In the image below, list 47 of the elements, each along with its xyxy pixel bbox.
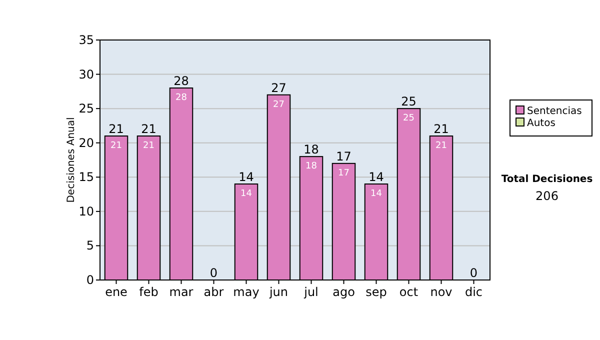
data-label: 18: [306, 162, 318, 172]
total-label: 18: [304, 142, 319, 157]
data-label: 17: [338, 168, 350, 178]
legend-label: Autos: [527, 118, 556, 129]
x-tick-label: abr: [204, 285, 224, 299]
y-tick-label: 30: [78, 67, 94, 82]
x-tick-label: may: [233, 285, 260, 299]
data-label: 21: [436, 141, 447, 151]
y-tick-label: 0: [86, 273, 94, 287]
total-label: 17: [336, 149, 352, 164]
y-tick-label: 20: [78, 136, 94, 150]
total-label: 21: [434, 122, 449, 136]
data-label: 14: [370, 189, 382, 199]
x-tick-label: sep: [366, 285, 387, 299]
x-tick-label: jul: [303, 285, 318, 299]
x-tick-label: dic: [464, 285, 483, 299]
y-tick-label: 35: [78, 33, 94, 47]
total-label: 14: [238, 170, 254, 184]
y-axis-title: Decisiones Anual: [66, 117, 77, 203]
data-label: 25: [403, 114, 414, 124]
text: 206: [536, 189, 558, 203]
y-tick-label: 25: [78, 102, 94, 116]
data-label: 21: [110, 141, 122, 151]
x-tick-label: nov: [430, 285, 452, 299]
y-tick-label: 15: [78, 170, 94, 184]
y-tick-label: 10: [78, 204, 94, 218]
legend-label: Sentencias: [527, 106, 582, 117]
total-label: 27: [271, 80, 286, 95]
x-tick-label: jun: [268, 285, 288, 299]
x-tick-label: feb: [139, 285, 158, 299]
data-label: 21: [143, 141, 154, 151]
text: Total Decisiones: [501, 174, 593, 185]
x-tick-label: ene: [105, 285, 128, 299]
data-label: 28: [176, 93, 188, 103]
total-label: 14: [368, 170, 384, 184]
x-tick-label: ago: [332, 285, 355, 299]
total-label: 21: [141, 122, 156, 136]
total-label: 21: [108, 122, 124, 136]
x-tick-label: oct: [399, 285, 418, 299]
total-label: 0: [210, 266, 218, 280]
data-label: 14: [240, 189, 252, 199]
total-label: 28: [174, 74, 189, 88]
y-tick-label: 5: [86, 238, 94, 253]
x-tick-label: mar: [169, 285, 194, 299]
total-label: 0: [470, 266, 478, 280]
total-label: 25: [401, 94, 416, 109]
data-label: 27: [273, 100, 284, 110]
